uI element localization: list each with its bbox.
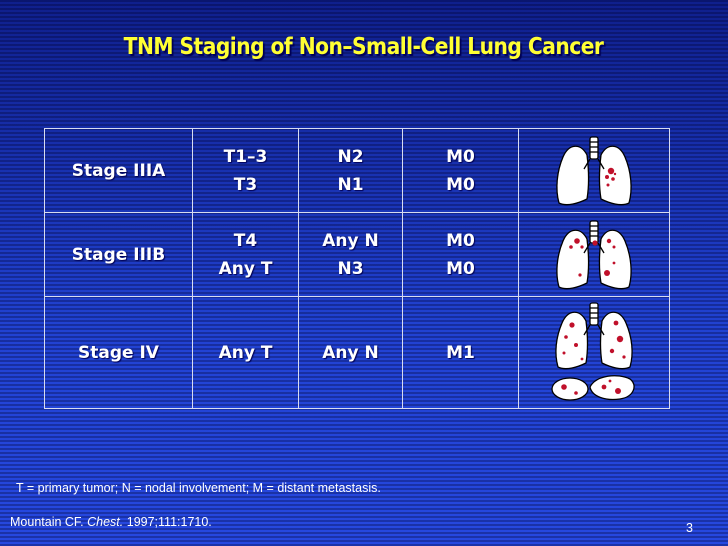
m-value: M0	[446, 230, 475, 251]
t-value: T3	[233, 174, 258, 195]
table-row-stage-iiib: Stage IIIB T4 Any T Any N N3 M0 M0	[45, 213, 669, 297]
t-cell: Any T	[193, 297, 299, 409]
stage-label: Stage IIIA	[71, 160, 166, 181]
citation-journal: Chest.	[87, 515, 124, 529]
n-value: N2	[337, 146, 364, 167]
illustration-cell	[519, 297, 669, 409]
page-number: 3	[686, 521, 693, 535]
n-cell: Any N N3	[299, 213, 403, 296]
table-row-stage-iiia: Stage IIIA T1–3 T3 N2 N1 M0 M0	[45, 129, 669, 213]
lungs-stage-iiib-icon	[556, 219, 632, 289]
staging-table: Stage IIIA T1–3 T3 N2 N1 M0 M0	[44, 128, 670, 409]
citation-details: 1997;111:1710.	[123, 515, 212, 529]
stage-label: Stage IV	[78, 343, 159, 363]
stage-cell: Stage IIIA	[45, 129, 193, 212]
n-value: Any N	[322, 343, 379, 363]
m-value: M1	[446, 343, 475, 363]
t-value: T4	[233, 230, 258, 251]
stage-cell: Stage IV	[45, 297, 193, 409]
illustration-cell	[519, 129, 669, 212]
lungs-stage-iiia-icon	[556, 135, 632, 205]
stage-cell: Stage IIIB	[45, 213, 193, 296]
m-cell: M0 M0	[403, 213, 519, 296]
n-value: N1	[337, 174, 364, 195]
citation-author: Mountain CF.	[10, 515, 88, 529]
t-value: T1–3	[223, 146, 268, 167]
n-value: Any N	[322, 230, 379, 251]
m-cell: M0 M0	[403, 129, 519, 212]
abbreviation-footnote: T = primary tumor; N = nodal involvement…	[16, 481, 381, 495]
t-cell: T4 Any T	[193, 213, 299, 296]
t-value: Any T	[218, 343, 273, 363]
citation: Mountain CF. Chest. 1997;111:1710.	[10, 515, 212, 529]
n-cell: N2 N1	[299, 129, 403, 212]
table-row-stage-iv: Stage IV Any T Any N M1	[45, 297, 669, 409]
lungs-stage-iv-icon	[551, 302, 635, 401]
m-value: M0	[446, 174, 475, 195]
m-value: M0	[446, 258, 475, 279]
n-cell: Any N	[299, 297, 403, 409]
illustration-cell	[519, 213, 669, 296]
t-cell: T1–3 T3	[193, 129, 299, 212]
slide-title: TNM Staging of Non–Small-Cell Lung Cance…	[123, 34, 604, 60]
n-value: N3	[337, 258, 364, 279]
m-cell: M1	[403, 297, 519, 409]
m-value: M0	[446, 146, 475, 167]
stage-label: Stage IIIB	[71, 244, 166, 265]
t-value: Any T	[218, 258, 273, 279]
